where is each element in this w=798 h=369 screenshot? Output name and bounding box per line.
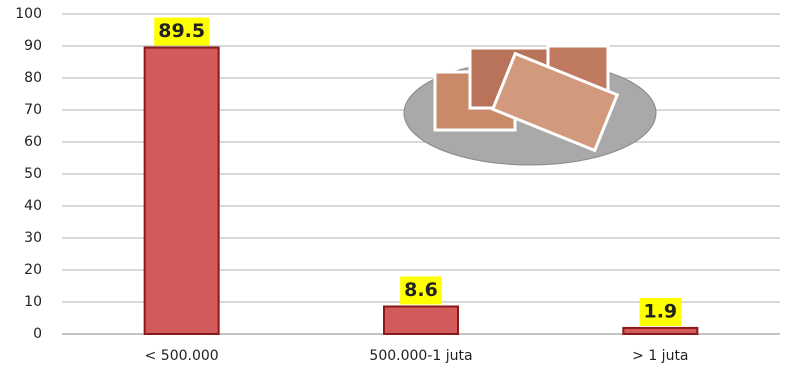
money-illustration xyxy=(403,44,657,166)
y-tick-label: 90 xyxy=(24,38,42,54)
bar xyxy=(622,326,699,336)
plot: 0 10 20 30 40 50 60 70 80 90 100 < 500.000 89.5 500.0… xyxy=(15,6,699,364)
bar xyxy=(143,46,220,335)
y-tick-label: 0 xyxy=(33,326,42,342)
x-tick-label: > 1 juta xyxy=(632,348,688,364)
y-tick-label: 70 xyxy=(24,102,42,118)
x-tick-label: < 500.000 xyxy=(145,348,219,364)
y-tick-label: 30 xyxy=(24,230,42,246)
x-tick-label: 500.000-1 juta xyxy=(369,348,472,364)
y-tick-label: 100 xyxy=(15,6,42,22)
value-label: 89.5 xyxy=(158,20,205,42)
y-tick-label: 20 xyxy=(24,262,42,278)
y-tick-label: 10 xyxy=(24,294,42,310)
y-tick-label: 40 xyxy=(24,198,42,214)
value-label-box xyxy=(400,276,442,305)
y-tick-label: 60 xyxy=(24,134,42,150)
banknote-stack xyxy=(490,51,620,153)
value-label-box xyxy=(154,17,210,46)
value-label: 1.9 xyxy=(643,300,677,322)
y-tick-label: 50 xyxy=(24,166,42,182)
value-label-box xyxy=(639,297,682,326)
bar xyxy=(383,305,459,336)
y-tick-label: 80 xyxy=(24,70,42,86)
value-label: 8.6 xyxy=(404,279,438,301)
